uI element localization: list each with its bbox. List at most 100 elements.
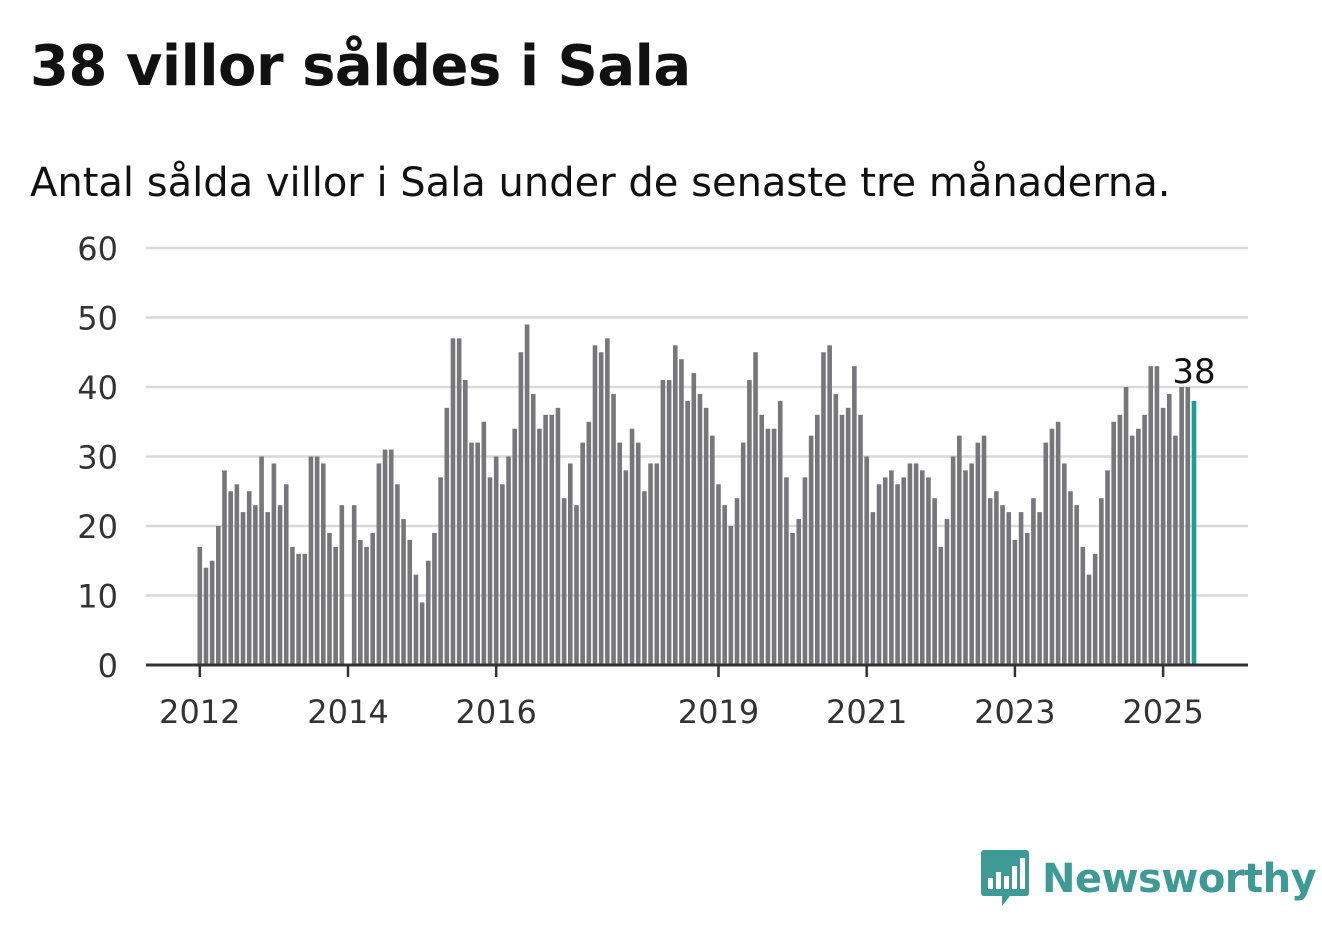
bar bbox=[438, 477, 443, 665]
x-tick-label: 2019 bbox=[678, 693, 759, 731]
bar bbox=[475, 442, 480, 665]
bar bbox=[432, 532, 437, 665]
bar bbox=[1123, 387, 1129, 665]
bar bbox=[568, 463, 573, 665]
bar bbox=[283, 484, 289, 665]
y-tick-label: 60 bbox=[77, 230, 118, 268]
bar bbox=[234, 484, 240, 665]
bar bbox=[580, 442, 585, 665]
bar bbox=[1154, 366, 1160, 665]
bar bbox=[203, 567, 209, 665]
bar bbox=[1129, 435, 1135, 665]
bar bbox=[450, 338, 456, 665]
x-tick-label: 2016 bbox=[455, 693, 536, 731]
bar bbox=[722, 505, 727, 665]
bar bbox=[1037, 512, 1042, 665]
bar bbox=[808, 435, 814, 665]
bar bbox=[611, 393, 616, 665]
bar bbox=[802, 477, 808, 665]
bar bbox=[216, 526, 221, 665]
bar bbox=[839, 414, 845, 665]
bar bbox=[938, 546, 944, 665]
bar bbox=[685, 400, 690, 665]
bar bbox=[889, 470, 894, 665]
data-label: 38 bbox=[1172, 352, 1215, 392]
bar bbox=[419, 602, 425, 665]
bar bbox=[1148, 366, 1154, 665]
bar bbox=[635, 442, 641, 665]
bar bbox=[1068, 491, 1073, 665]
y-tick-label: 50 bbox=[77, 300, 118, 338]
x-axis bbox=[146, 663, 1248, 677]
chart-title: 38 villor såldes i Sala bbox=[30, 34, 691, 99]
bar bbox=[790, 532, 795, 665]
bar bbox=[1074, 505, 1079, 665]
bar bbox=[654, 463, 660, 665]
bar bbox=[1086, 574, 1092, 665]
bar bbox=[339, 505, 345, 665]
bar bbox=[500, 484, 505, 665]
bar bbox=[598, 352, 604, 665]
bar bbox=[1099, 498, 1104, 665]
bar bbox=[876, 484, 882, 665]
bar bbox=[660, 380, 666, 665]
bar bbox=[487, 477, 493, 665]
bar bbox=[703, 407, 709, 665]
bar bbox=[382, 449, 388, 665]
bar bbox=[642, 491, 647, 665]
y-tick-label: 0 bbox=[98, 647, 118, 685]
bar bbox=[1024, 532, 1030, 665]
newsworthy-logo: Newsworthy bbox=[980, 848, 1317, 910]
bar bbox=[246, 491, 252, 665]
bar bbox=[333, 546, 338, 665]
y-tick-label: 10 bbox=[77, 578, 118, 616]
bar bbox=[209, 560, 215, 665]
bar bbox=[815, 414, 820, 665]
bar-highlight bbox=[1191, 400, 1197, 665]
bar bbox=[987, 498, 993, 665]
bar bbox=[1105, 470, 1110, 665]
bar bbox=[777, 400, 783, 665]
annotations: 38 bbox=[1172, 352, 1215, 392]
bar bbox=[728, 526, 734, 665]
bar bbox=[1018, 512, 1024, 665]
bar bbox=[1043, 442, 1049, 665]
bar bbox=[1006, 512, 1012, 665]
bar bbox=[648, 463, 653, 665]
bar bbox=[493, 456, 499, 665]
bar bbox=[240, 512, 246, 665]
bars bbox=[197, 324, 1197, 665]
bar bbox=[1173, 435, 1178, 665]
bar bbox=[740, 442, 746, 665]
bar bbox=[425, 560, 431, 665]
x-tick-label: 2012 bbox=[159, 693, 240, 731]
bar bbox=[401, 519, 406, 665]
bar bbox=[530, 393, 536, 665]
bar bbox=[1080, 546, 1086, 665]
bar bbox=[796, 519, 802, 665]
bar bbox=[1179, 387, 1184, 665]
bar bbox=[444, 407, 450, 665]
bar bbox=[858, 414, 863, 665]
bar bbox=[259, 456, 264, 665]
bar bbox=[1166, 393, 1172, 665]
bar bbox=[308, 456, 314, 665]
x-tick-label: 2023 bbox=[974, 693, 1055, 731]
bar bbox=[765, 428, 771, 665]
bar bbox=[870, 512, 876, 665]
bar bbox=[314, 456, 320, 665]
bar bbox=[759, 414, 765, 665]
bar bbox=[617, 442, 622, 665]
bar bbox=[1031, 498, 1036, 665]
bar bbox=[1142, 414, 1147, 665]
bar bbox=[228, 491, 233, 665]
bar bbox=[1062, 463, 1067, 665]
bar bbox=[969, 463, 974, 665]
bar bbox=[463, 380, 468, 665]
brand-name: Newsworthy bbox=[1042, 856, 1317, 902]
bar bbox=[456, 338, 462, 665]
bar bbox=[290, 546, 295, 665]
bar bbox=[907, 463, 913, 665]
bar bbox=[981, 435, 987, 665]
bar bbox=[944, 519, 950, 665]
